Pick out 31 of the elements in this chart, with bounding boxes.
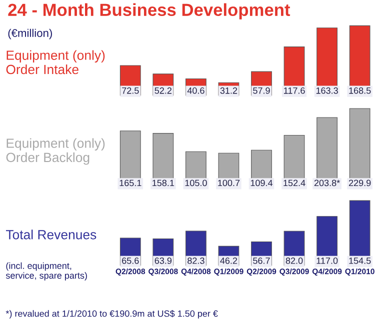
text: (€million) [8, 28, 52, 40]
data-label: 72.5 [122, 87, 139, 94]
text: *) revalued at 1/1/2010 to €190.9m at US$ 1.50 per € [6, 310, 218, 319]
data-label: 31.2 [220, 87, 238, 94]
text: (incl. equipment, service, spare parts) [6, 262, 87, 280]
y-axis-title: Equipment (only) Order Backlog [6, 138, 105, 165]
data-label: 105.0 [185, 180, 207, 186]
data-label: 203.8* [314, 180, 340, 186]
data-label: 40.6 [187, 87, 204, 94]
data-label: 109.4 [250, 180, 273, 186]
data-label: 65.6 [122, 258, 139, 264]
data-label: 82.0 [286, 258, 303, 264]
data-label: 82.3 [188, 258, 204, 264]
data-label: 117.0 [316, 258, 338, 264]
data-label: 100.7 [218, 180, 240, 186]
data-label: 154.5 [349, 258, 371, 264]
data-label: 117.6 [284, 87, 305, 94]
y-axis-title: Equipment (only) Order Intake [6, 50, 105, 74]
data-label: 56.7 [253, 258, 270, 264]
data-label: 46.2 [220, 258, 238, 264]
data-label: 163.3 [316, 87, 338, 94]
data-label: 57.9 [253, 87, 270, 94]
data-label: 165.1 [120, 180, 142, 186]
data-label: 152.4 [284, 180, 306, 186]
data-label: 158.1 [152, 180, 174, 186]
y-axis-title: Total Revenues [6, 230, 96, 240]
chart-title: 24 - Month Business Development [8, 3, 290, 20]
data-label: 229.9 [348, 180, 371, 186]
data-label: 63.9 [154, 258, 172, 264]
data-label: 52.2 [154, 87, 172, 94]
data-label: 168.5 [349, 87, 371, 94]
